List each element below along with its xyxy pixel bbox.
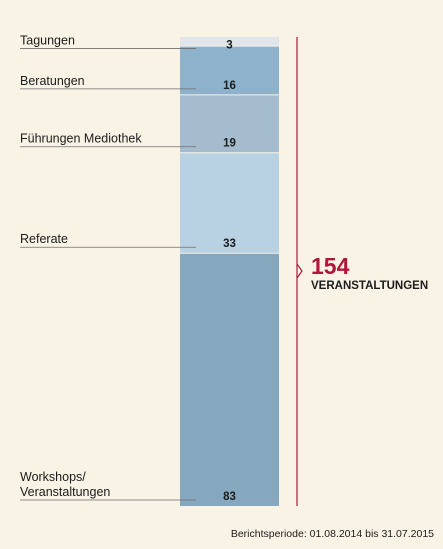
category-label: Beratungen [20,74,85,88]
value-label: 16 [223,80,236,92]
report-period-note: Berichtsperiode: 01.08.2014 bis 31.07.20… [231,528,434,540]
leader-lines [20,48,196,501]
category-labels: Tagungen Beratungen Führungen Mediothek Ref… [20,34,142,499]
category-label: Führungen Mediothek [20,132,142,146]
category-label: Veranstaltungen [20,485,110,499]
total-bracket-arrow [296,263,303,279]
category-label: Referate [20,232,68,246]
bar-segments [180,37,279,506]
bar-segment-1 [180,37,279,47]
total-label: VERANSTALTUNGEN [311,280,428,292]
total-value: 154 [311,253,350,279]
value-label: 19 [223,138,236,150]
category-label: Workshops/ [20,470,86,484]
value-labels: 3 16 19 33 83 [223,40,236,503]
value-label: 33 [223,238,236,250]
bar-segment-3 [180,94,279,153]
bar-segment-5 [180,253,279,506]
bar-segment-2 [180,46,279,95]
category-label: Tagungen [20,34,75,48]
bar-segment-4 [180,152,279,254]
value-label: 3 [226,40,232,52]
value-label: 83 [223,491,236,503]
